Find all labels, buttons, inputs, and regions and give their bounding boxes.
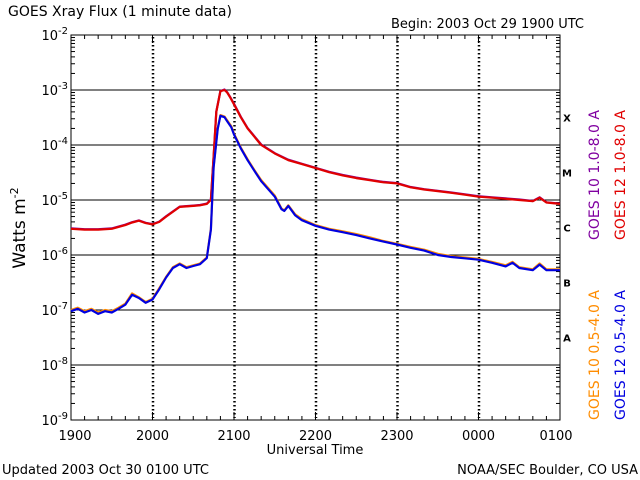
y-tick-label-base: 10 bbox=[41, 84, 58, 99]
y-axis-ticks: 10-910-810-710-610-510-410-310-2 bbox=[41, 26, 560, 429]
y-tick-label: 10-8 bbox=[41, 356, 68, 374]
y-tick-label-exponent: -8 bbox=[58, 356, 68, 367]
series-line-goes-12-0-5-4-0-a bbox=[70, 114, 560, 315]
x-tick-label: 2200 bbox=[299, 429, 332, 444]
flare-class-A: A bbox=[563, 334, 571, 345]
x-tick-label: 1900 bbox=[58, 429, 91, 444]
y-axis-label-sup: -2 bbox=[8, 187, 21, 198]
legend-goes12-short: GOES 12 0.5-4.0 A bbox=[613, 290, 629, 420]
x-tick-label: 2100 bbox=[217, 429, 250, 444]
flare-class-M: M bbox=[562, 169, 572, 180]
y-axis-label-text: Watts m bbox=[10, 198, 30, 268]
y-tick-label: 10-3 bbox=[41, 81, 68, 99]
y-tick-label-base: 10 bbox=[41, 29, 58, 44]
y-tick-label: 10-5 bbox=[41, 191, 68, 209]
y-tick-label-exponent: -5 bbox=[58, 191, 68, 202]
y-tick-label-base: 10 bbox=[41, 304, 58, 319]
y-tick-label: 10-4 bbox=[41, 136, 68, 154]
x-tick-label: 0100 bbox=[539, 429, 572, 444]
x-tick-label: 0000 bbox=[462, 429, 495, 444]
legend-goes12-long: GOES 12 1.0-8.0 A bbox=[613, 110, 629, 240]
y-tick-label: 10-2 bbox=[41, 26, 68, 44]
x-axis-ticks: 1900 2000 2100 2200 2300 0000 0100 bbox=[58, 35, 573, 444]
y-tick-label: 10-9 bbox=[41, 411, 68, 429]
flare-class-X: X bbox=[563, 114, 571, 125]
flare-class-B: B bbox=[563, 279, 571, 290]
footer-updated: Updated 2003 Oct 30 0100 UTC bbox=[2, 463, 209, 478]
x-tick-label: 2000 bbox=[136, 429, 169, 444]
y-tick-label-exponent: -9 bbox=[58, 411, 68, 422]
dashed-time-markers bbox=[151, 37, 481, 418]
y-tick-label-base: 10 bbox=[41, 139, 58, 154]
y-tick-label-exponent: -7 bbox=[58, 301, 68, 312]
chart-title: GOES Xray Flux (1 minute data) bbox=[8, 4, 232, 20]
y-tick-label: 10-7 bbox=[41, 301, 68, 319]
y-tick-label-base: 10 bbox=[41, 194, 58, 209]
y-tick-label-exponent: -3 bbox=[58, 81, 68, 92]
y-tick-label-base: 10 bbox=[41, 414, 58, 429]
y-tick-label-exponent: -4 bbox=[58, 136, 68, 147]
flare-class-C: C bbox=[563, 224, 570, 235]
begin-label: Begin: 2003 Oct 29 1900 UTC bbox=[391, 17, 584, 32]
legend-goes10-short: GOES 10 0.5-4.0 A bbox=[587, 290, 603, 420]
footer-credit: NOAA/SEC Boulder, CO USA bbox=[457, 463, 638, 478]
y-tick-label-base: 10 bbox=[41, 249, 58, 264]
y-tick-label-exponent: -2 bbox=[58, 26, 68, 37]
flare-class-labels: A B C M X bbox=[562, 114, 572, 345]
x-axis-label: Universal Time bbox=[267, 443, 364, 458]
y-tick-label: 10-6 bbox=[41, 246, 68, 264]
x-tick-label: 2300 bbox=[380, 429, 413, 444]
series-line-goes-12-1-0-8-0-a bbox=[70, 88, 561, 231]
y-tick-label-exponent: -6 bbox=[58, 246, 68, 257]
data-series bbox=[70, 88, 561, 315]
y-tick-label-base: 10 bbox=[41, 359, 58, 374]
legend-goes10-long: GOES 10 1.0-8.0 A bbox=[587, 110, 603, 240]
y-axis-label: Watts m-2 bbox=[8, 187, 30, 268]
gridlines bbox=[71, 89, 560, 366]
